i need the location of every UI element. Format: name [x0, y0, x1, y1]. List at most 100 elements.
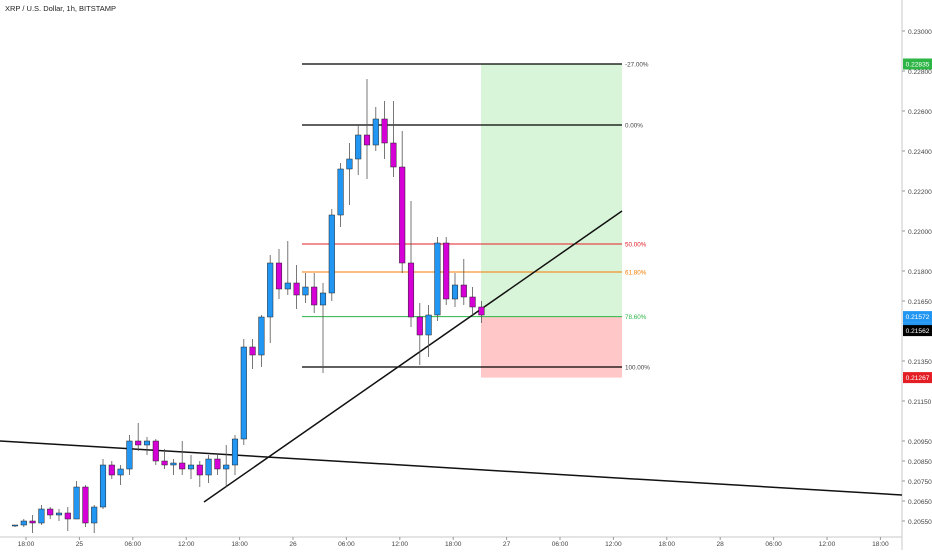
x-tick-label: 06:00: [125, 541, 142, 548]
candle-body: [126, 440, 133, 470]
fib-level-label: 100.00%: [625, 365, 650, 372]
candle-body: [108, 464, 115, 476]
candle-body: [223, 464, 230, 470]
candle-body: [205, 458, 212, 476]
y-tick-label: 0.20950: [908, 439, 932, 446]
y-tick-label: 0.22200: [908, 189, 932, 196]
target-zone[interactable]: [481, 64, 622, 317]
x-tick-label: 26: [289, 541, 297, 548]
price-tag: [903, 372, 932, 384]
candle-body: [346, 158, 353, 170]
x-tick-label: 28: [717, 541, 725, 548]
candle-body: [91, 506, 98, 524]
x-tick-label: 06:00: [765, 541, 782, 548]
stop-zone[interactable]: [481, 316, 622, 378]
candle-body: [390, 142, 397, 168]
y-tick-label: 0.21800: [908, 269, 932, 276]
y-tick-label: 0.22600: [908, 109, 932, 116]
fib-level-label: -27.00%: [625, 62, 649, 69]
price-tag-label: 0.21572: [906, 314, 930, 321]
candle-body: [117, 468, 124, 476]
y-tick-label: 0.22800: [908, 69, 932, 76]
x-tick-label: 06:00: [338, 541, 355, 548]
price-tag: [903, 325, 932, 337]
candle-body: [275, 262, 283, 290]
fib-level-label: 50.00%: [625, 242, 647, 249]
price-tag: [903, 58, 932, 70]
x-tick-label: 18:00: [659, 541, 676, 548]
candle-body: [135, 440, 142, 446]
candle-body: [64, 512, 71, 520]
x-tick-label: 18:00: [18, 541, 35, 548]
candle-body: [179, 462, 186, 470]
candle-body: [293, 282, 300, 296]
candle-body: [460, 284, 467, 298]
candle-body: [55, 512, 63, 516]
candle-body: [337, 168, 344, 216]
price-tag-label: 0.21562: [906, 328, 930, 335]
candle-body: [240, 346, 247, 440]
candle-body: [11, 524, 19, 527]
candle-body: [434, 242, 441, 316]
y-tick-label: 0.21350: [908, 359, 932, 366]
candle-body: [38, 508, 45, 524]
price-tag-label: 0.21267: [906, 375, 930, 382]
candle-body: [381, 118, 388, 144]
candle-body: [469, 296, 476, 308]
candle-body: [478, 306, 485, 316]
candle-body: [20, 520, 27, 526]
candle-body: [284, 282, 291, 290]
y-tick-label: 0.23000: [908, 29, 932, 36]
candle-body: [231, 438, 239, 466]
candle-body: [73, 486, 80, 520]
candle-body: [249, 346, 256, 356]
candle-body: [196, 464, 203, 476]
y-tick-label: 0.21150: [908, 399, 932, 406]
price-tag-label: 0.22835: [906, 62, 930, 69]
candle-body: [258, 316, 265, 356]
y-tick-label: 0.22400: [908, 149, 932, 156]
candle-body: [214, 458, 221, 470]
x-tick-label: 18:00: [445, 541, 462, 548]
x-tick-label: 18:00: [872, 541, 889, 548]
candle-body: [416, 316, 423, 336]
long-trendline[interactable]: [0, 440, 903, 496]
candle-body: [425, 314, 432, 336]
candle-body: [267, 262, 274, 318]
candle-body: [372, 118, 379, 146]
x-tick-label: 27: [503, 541, 511, 548]
x-tick-label: 06:00: [552, 541, 569, 548]
price-tag: [903, 311, 932, 323]
candle-body: [355, 134, 362, 160]
y-tick-label: 0.20650: [908, 499, 932, 506]
fib-level-label: 61.80%: [625, 270, 647, 277]
candle-body: [443, 242, 450, 300]
candle-body: [47, 508, 54, 516]
candle-body: [302, 286, 309, 296]
x-tick-label: 18:00: [231, 541, 248, 548]
candle-body: [99, 464, 107, 508]
candle-body: [187, 464, 195, 470]
rising-trendline[interactable]: [203, 210, 623, 503]
y-tick-label: 0.20750: [908, 479, 932, 486]
x-tick-label: 12:00: [819, 541, 836, 548]
chart-title: XRP / U.S. Dollar, 1h, BITSTAMP: [5, 4, 117, 13]
candle-body: [152, 440, 159, 462]
x-tick-label: 25: [76, 541, 84, 548]
candle-body: [407, 262, 415, 318]
y-tick-label: 0.20550: [908, 519, 932, 526]
x-tick-label: 12:00: [392, 541, 409, 548]
fib-level-label: 78.60%: [625, 314, 647, 321]
candle-body: [170, 462, 177, 466]
candle-body: [399, 166, 406, 264]
y-tick-label: 0.22000: [908, 229, 932, 236]
candle-body: [319, 292, 327, 306]
candle-body: [29, 520, 36, 524]
y-tick-label: 0.21650: [908, 299, 932, 306]
candle-body: [82, 486, 89, 524]
fib-level-label: 0.00%: [625, 123, 643, 130]
candle-body: [143, 440, 151, 446]
x-tick-label: 12:00: [178, 541, 195, 548]
